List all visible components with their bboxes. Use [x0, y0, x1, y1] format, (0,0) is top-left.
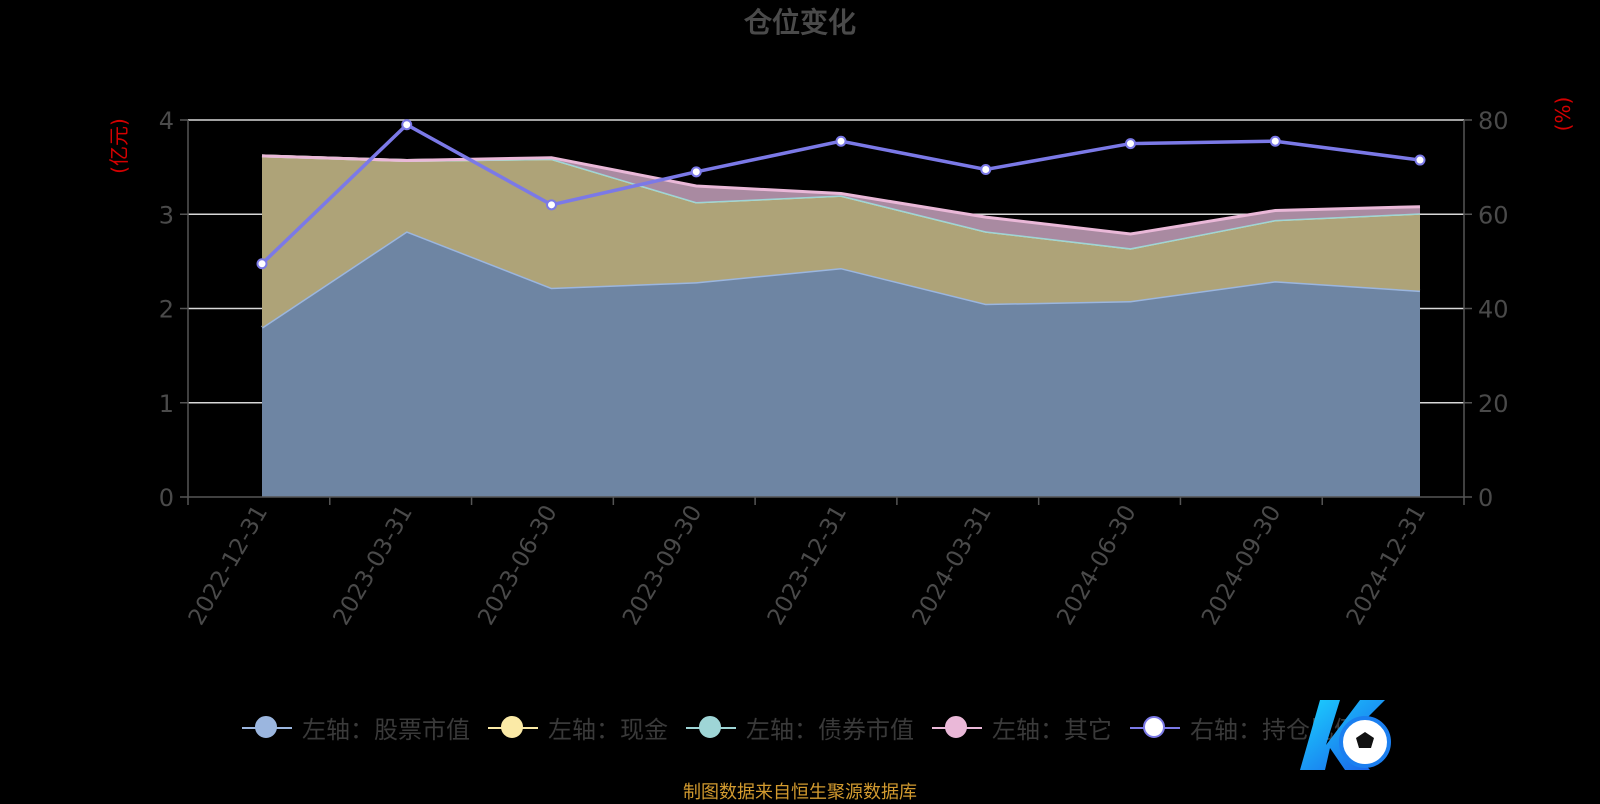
left-tick-label: 1: [159, 390, 174, 418]
legend-item[interactable]: 左轴：债券市值: [686, 710, 914, 745]
left-tick-label: 4: [159, 107, 174, 135]
area-series: [261, 154, 1421, 497]
x-tick-label: 2023-09-30: [618, 501, 707, 630]
x-tick-label: 2023-03-31: [329, 501, 418, 630]
x-tick-label: 2024-06-30: [1052, 501, 1141, 630]
line-point: [546, 199, 557, 211]
legend-item[interactable]: 左轴：股票市值: [242, 710, 470, 745]
line-point: [1414, 154, 1426, 166]
area-0: [262, 231, 1420, 497]
line-point: [1125, 138, 1136, 150]
right-tick-label: 20: [1478, 390, 1509, 418]
area-line-3: [261, 154, 1421, 236]
legend-label: 左轴：债券市值: [746, 716, 914, 744]
area-1: [262, 155, 1420, 328]
data-source-note: 制图数据来自恒生聚源数据库: [683, 782, 917, 803]
right-tick-label: 60: [1478, 201, 1509, 229]
chart-title: 仓位变化: [744, 6, 856, 39]
x-tick-label: 2022-12-31: [184, 501, 273, 630]
x-tick-label: 2023-12-31: [763, 501, 852, 630]
legend-marker-icon: [686, 713, 736, 743]
right-tick-label: 40: [1478, 296, 1509, 324]
legend-item[interactable]: 左轴：现金: [488, 710, 668, 745]
x-tick-label: 2024-03-31: [908, 501, 997, 630]
right-tick-label: 0: [1478, 484, 1493, 512]
line-point: [835, 135, 847, 147]
legend-marker-icon: [242, 713, 292, 743]
x-tick-label: 2024-12-31: [1342, 501, 1431, 630]
line-series: [256, 119, 1426, 270]
left-tick-label: 0: [159, 484, 174, 512]
football-patch: [1356, 732, 1374, 748]
legend-label: 左轴：其它: [992, 716, 1112, 744]
legend-marker-icon: [932, 713, 982, 743]
legend-label: 左轴：股票市值: [302, 716, 470, 744]
kaiyun-logo-watermark: [1300, 700, 1391, 770]
right-axis-label: (%): [1551, 97, 1575, 132]
left-tick-label: 2: [159, 296, 174, 324]
line-point: [256, 258, 268, 270]
legend-marker-icon: [488, 713, 538, 743]
line-point: [401, 119, 413, 131]
line-point: [1269, 135, 1281, 147]
legend-item[interactable]: 左轴：其它: [932, 710, 1112, 745]
left-axis-label: (亿元): [107, 118, 131, 174]
line-point: [690, 166, 702, 178]
x-tick-label: 2024-09-30: [1197, 501, 1286, 630]
legend-marker-icon: [1130, 713, 1180, 743]
right-tick-label: 80: [1478, 107, 1509, 135]
line-point: [980, 163, 992, 175]
left-tick-label: 3: [159, 201, 174, 229]
x-tick-label: 2023-06-30: [473, 501, 562, 630]
legend-label: 左轴：现金: [548, 716, 668, 744]
